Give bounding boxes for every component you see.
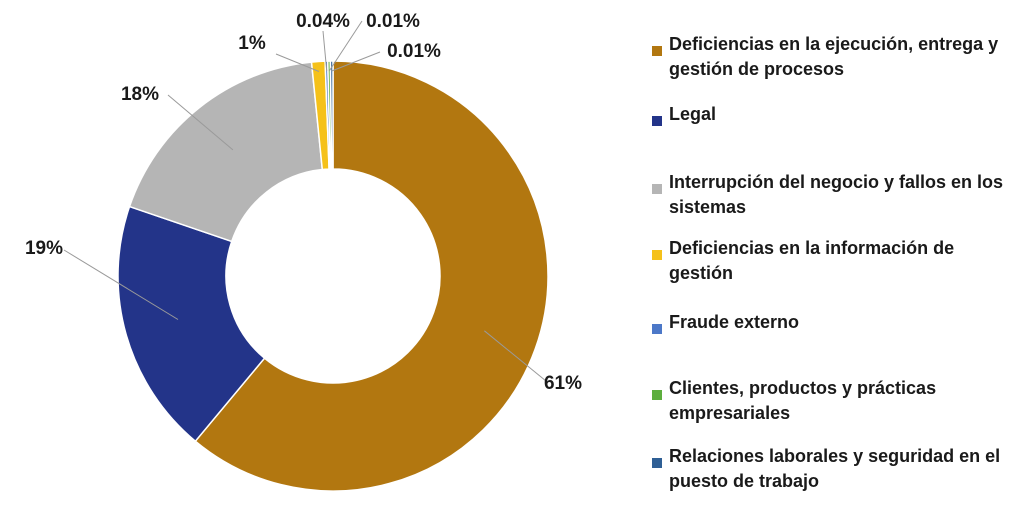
leader-line-4 <box>275 53 320 72</box>
data-label-6: 0.01% <box>366 11 420 32</box>
data-label-2: 19% <box>25 238 63 259</box>
legend-label: Fraude externo <box>669 312 800 332</box>
legend-label: Deficiencias en la ejecución, entrega y … <box>669 34 999 79</box>
legend-label: Interrupción del negocio y fallos en los… <box>669 172 1004 217</box>
legend-swatch <box>652 250 662 260</box>
leader-line-1 <box>484 330 547 382</box>
leader-line-7 <box>331 51 381 72</box>
slice-relaciones-laborales-y-seguridad-en-el-puesto-de-trabajo <box>329 60 334 170</box>
legend-item-deficiencias-en-la-ejecucion-entrega-y-gestion-de-procesos: Deficiencias en la ejecución, entrega y … <box>652 32 1012 82</box>
legend-swatch <box>652 184 662 194</box>
legend-item-interrupcion-del-negocio-y-fallos-en-los-sistemas: Interrupción del negocio y fallos en los… <box>652 170 1012 220</box>
data-label-5: 0.04% <box>296 11 350 32</box>
legend-swatch <box>652 324 662 334</box>
leader-line-5 <box>322 30 328 72</box>
legend-item-legal: Legal <box>652 102 1012 127</box>
legend-label: Deficiencias en la información de gestió… <box>669 238 955 283</box>
data-label-7: 0.01% <box>387 41 441 62</box>
slice-deficiencias-en-la-ejecucion-entrega-y-gestion-de-procesos <box>194 60 549 492</box>
data-label-1: 61% <box>544 373 582 394</box>
data-label-4: 1% <box>238 33 266 54</box>
legend-swatch <box>652 116 662 126</box>
legend-swatch <box>652 458 662 468</box>
legend-item-fraude-externo: Fraude externo <box>652 310 1012 335</box>
data-label-3: 18% <box>121 84 159 105</box>
leader-line-6 <box>328 20 363 72</box>
leader-line-3 <box>167 94 234 151</box>
donut-chart: 61% 19% 18% 1% 0.04% 0.01% 0.01% <box>25 11 582 492</box>
slice-legal <box>117 205 266 443</box>
legend-label: Clientes, productos y prácticas empresar… <box>669 378 937 423</box>
legend-item-clientes-productos-y-practicas-empresariales: Clientes, productos y prácticas empresar… <box>652 376 1012 426</box>
legend-label: Legal <box>669 104 717 124</box>
legend-swatch <box>652 390 662 400</box>
legend-swatch <box>652 46 662 56</box>
legend-item-relaciones-laborales-y-seguridad-en-el-puesto-de-trabajo: Relaciones laborales y seguridad en el p… <box>652 444 1012 494</box>
leader-line-2 <box>63 249 179 320</box>
legend-item-deficiencias-en-la-informacion-de-gestion: Deficiencias en la información de gestió… <box>652 236 1012 286</box>
legend-label: Relaciones laborales y seguridad en el p… <box>669 446 1001 491</box>
